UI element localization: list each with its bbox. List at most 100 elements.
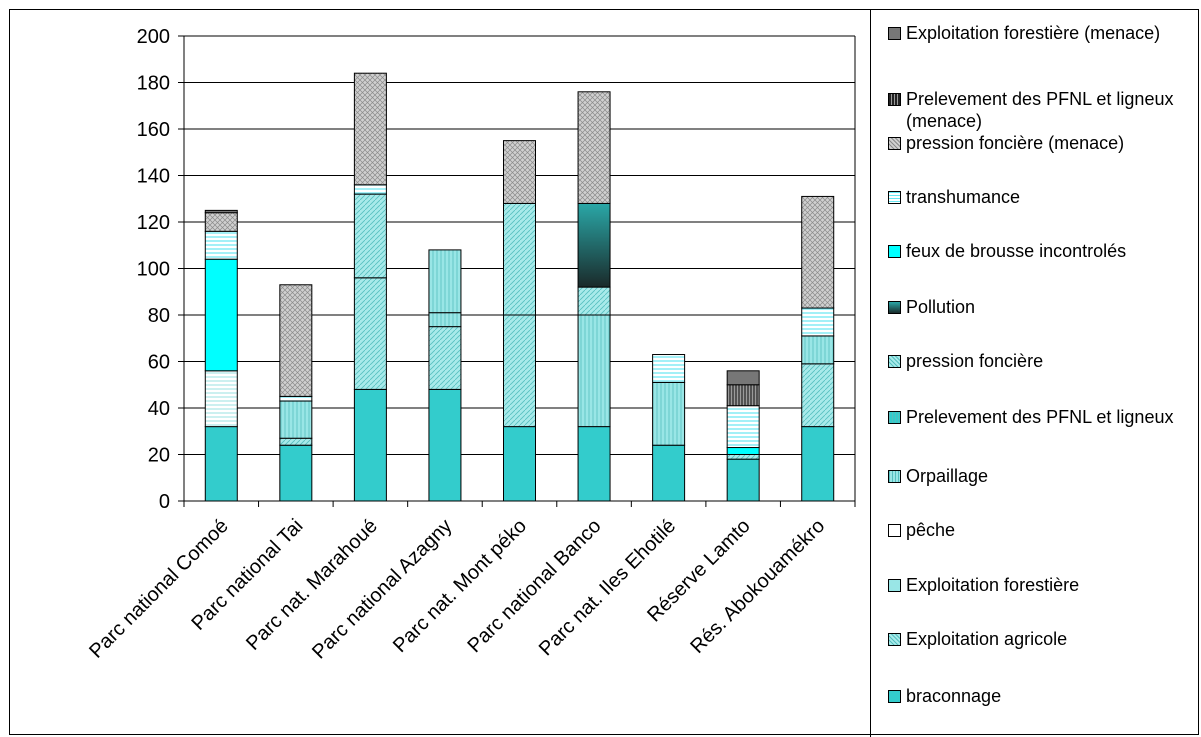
category-label: Parc national Banco — [463, 515, 605, 657]
legend-item: braconnage — [888, 685, 1201, 707]
y-tick-label: 80 — [148, 305, 170, 327]
bar-segment — [353, 277, 387, 390]
bar-segment — [726, 447, 760, 455]
legend-divider — [870, 9, 871, 737]
legend-item: Exploitation agricole — [888, 628, 1201, 650]
legend-swatch — [888, 355, 901, 368]
bar-segment — [726, 384, 760, 407]
y-tick-label: 60 — [148, 352, 170, 374]
y-tick-label: 180 — [137, 73, 170, 95]
bar-segment — [652, 354, 686, 383]
y-tick-label: 140 — [137, 166, 170, 188]
bar-segment — [503, 426, 536, 502]
bar-segment — [652, 444, 686, 502]
bar-segment — [503, 140, 536, 204]
y-tick-labels: 0 20 40 60 80 100 120 140 160 180 200 — [137, 26, 184, 513]
legend-label: Exploitation forestière — [906, 575, 1080, 595]
bar-segment — [353, 193, 387, 279]
bar-segment — [204, 209, 238, 214]
legend-swatch — [888, 411, 901, 424]
category-label: Parc national Azagny — [308, 515, 456, 663]
legend-item: pression foncière — [888, 350, 1201, 372]
y-tick-label: 160 — [137, 119, 170, 141]
category-label: Parc national Comoé — [85, 515, 233, 663]
bar-segment — [204, 230, 238, 260]
bar-segment — [279, 284, 313, 397]
bar-segment — [801, 307, 835, 337]
legend-label: pression foncière (menace) — [906, 133, 1125, 153]
legend-swatch — [888, 524, 901, 537]
legend-item: Prelevement des PFNL et ligneux (menace) — [888, 88, 1201, 132]
legend-swatch — [888, 301, 901, 314]
bar-segment — [726, 405, 760, 449]
bar-segment — [652, 381, 686, 446]
legend-swatch — [888, 690, 901, 703]
legend-label: feux de brousse incontrolés — [906, 241, 1127, 261]
legend-item: transhumance — [888, 186, 1201, 208]
bar-segment — [204, 258, 238, 372]
legend-item: Exploitation forestière — [888, 574, 1201, 596]
legend-swatch — [888, 470, 901, 483]
y-tick-label: 200 — [137, 26, 170, 48]
legend-swatch — [888, 633, 901, 646]
legend-label: Orpaillage — [906, 466, 989, 486]
legend-label: pêche — [906, 520, 956, 540]
bar-segment — [353, 388, 387, 502]
legend-label: Prelevement des PFNL et ligneux — [906, 407, 1174, 427]
bar-segment — [279, 444, 313, 502]
y-tick-label: 20 — [148, 445, 170, 467]
legend-label: Prelevement des PFNL et ligneux (menace) — [906, 89, 1174, 131]
bar-segment — [801, 363, 835, 428]
legend-label: transhumance — [906, 187, 1021, 207]
legend-label: Exploitation forestière (menace) — [906, 23, 1161, 43]
bar-segment — [428, 249, 462, 314]
bar-segment — [726, 458, 760, 502]
bar-segment — [577, 426, 611, 502]
legend-swatch — [888, 191, 901, 204]
bar-segment — [428, 388, 462, 502]
legend-item: Orpaillage — [888, 465, 1201, 487]
bar-segment — [577, 314, 611, 428]
bar-segment — [726, 370, 760, 386]
y-tick-label: 100 — [137, 259, 170, 281]
bar-segment — [353, 184, 387, 195]
bar-segment — [801, 195, 835, 309]
legend-item: pression foncière (menace) — [888, 132, 1201, 154]
chart-frame — [9, 9, 1199, 735]
bar-segment — [279, 437, 313, 446]
bar-segment — [801, 335, 835, 365]
y-tick-label: 0 — [159, 491, 170, 513]
legend-swatch — [888, 579, 901, 592]
legend-item: Pollution — [888, 296, 1201, 318]
bar-segment — [428, 312, 462, 328]
legend-label: pression foncière — [906, 351, 1044, 371]
legend-label: Pollution — [906, 297, 976, 317]
category-label: Rés. Abokouamékro — [686, 515, 829, 658]
category-label: Parc nat. Mont péko — [389, 515, 531, 657]
legend-label: Exploitation agricole — [906, 629, 1068, 649]
bar-segment — [503, 202, 536, 316]
legend-item: pêche — [888, 519, 1201, 541]
legend-swatch — [888, 27, 901, 40]
bar-segment — [428, 326, 462, 390]
legend-label: braconnage — [906, 686, 1002, 706]
legend-swatch — [888, 137, 901, 150]
legend-item: Exploitation forestière (menace) — [888, 22, 1201, 44]
bar-segment — [204, 426, 238, 502]
bar-segment — [577, 202, 611, 288]
bars — [204, 72, 835, 502]
bar-segment — [204, 212, 238, 232]
bar-segment — [204, 370, 238, 428]
legend-swatch — [888, 245, 901, 258]
bar-segment — [353, 72, 387, 186]
legend-item: Prelevement des PFNL et ligneux — [888, 406, 1201, 428]
bar-segment — [801, 426, 835, 502]
category-label: Parc nat. Iles Ehotilé — [535, 515, 680, 660]
bar-segment — [279, 400, 313, 439]
bar-segment — [726, 454, 760, 460]
legend-item: feux de brousse incontrolés — [888, 240, 1201, 262]
legend-swatch — [888, 93, 901, 106]
bar-segment — [279, 395, 313, 402]
